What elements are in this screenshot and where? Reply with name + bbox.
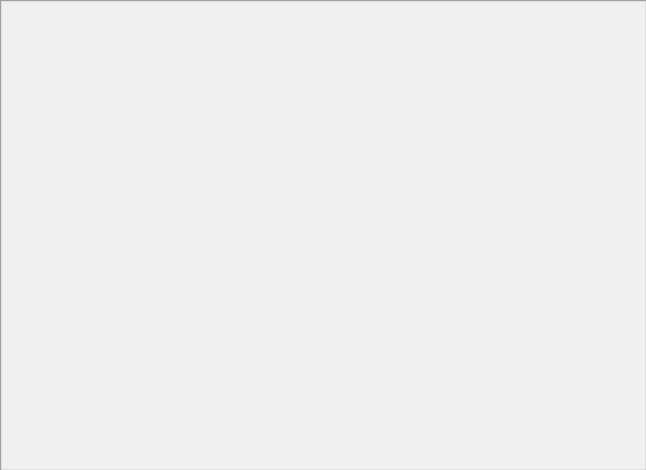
Text: Slurm: Slurm bbox=[53, 341, 86, 351]
Bar bbox=[588, 446, 636, 466]
Bar bbox=[0, 22, 646, 87]
Bar bbox=[43, 107, 383, 147]
Bar bbox=[43, 315, 383, 337]
Bar bbox=[43, 147, 383, 185]
Bar bbox=[0, 0, 646, 22]
Text: AWS Batch: AWS Batch bbox=[53, 209, 114, 219]
Text: ⌕: ⌕ bbox=[16, 30, 28, 49]
Text: Validate: Validate bbox=[393, 69, 427, 78]
Bar bbox=[0, 395, 646, 470]
Bar bbox=[47, 142, 628, 180]
Text: ✏: ✏ bbox=[208, 32, 222, 50]
Text: Grid Engine: Grid Engine bbox=[53, 231, 118, 241]
Bar bbox=[43, 87, 383, 397]
Text: ─: ─ bbox=[616, 4, 622, 14]
Text: Edit: Edit bbox=[602, 449, 622, 459]
Text: Local Machine Processes: Local Machine Processes bbox=[53, 153, 218, 166]
Text: Add Cluster
Profile ▾: Add Cluster Profile ▾ bbox=[56, 66, 105, 86]
Bar bbox=[43, 249, 383, 271]
Text: +: + bbox=[66, 25, 96, 59]
Text: HTCondor: HTCondor bbox=[53, 275, 108, 285]
Text: ?: ? bbox=[614, 31, 624, 49]
Bar bbox=[630, 87, 646, 395]
Text: HELP: HELP bbox=[609, 76, 629, 85]
Text: ✔: ✔ bbox=[401, 30, 419, 50]
Text: CLUSTERS USING MATHWORKS SCHEDULERS: CLUSTERS USING MATHWORKS SCHEDULERS bbox=[51, 90, 254, 99]
Bar bbox=[631, 89, 645, 107]
Bar bbox=[43, 293, 383, 315]
Bar bbox=[45, 89, 385, 399]
Text: determined at runtime (default): determined at runtime (default) bbox=[60, 252, 227, 262]
Text: Type: Local Machine Processes: Type: Local Machine Processes bbox=[470, 92, 630, 102]
Text: Discover
Clusters: Discover Clusters bbox=[4, 66, 40, 86]
Text: Processes: Processes bbox=[17, 125, 27, 180]
Text: Import: Import bbox=[169, 69, 197, 78]
Text: Export
▾: Export ▾ bbox=[351, 66, 379, 86]
Text: Process-based workers on the local machine: Process-based workers on the local machi… bbox=[60, 105, 292, 115]
Text: ▣: ▣ bbox=[357, 32, 373, 50]
Bar bbox=[43, 271, 383, 293]
Bar bbox=[43, 403, 383, 441]
Text: CLOUD: CLOUD bbox=[502, 76, 528, 85]
Text: HPC Server: HPC Server bbox=[53, 253, 116, 263]
Text: MATLAB Job Scheduler: MATLAB Job Scheduler bbox=[53, 113, 202, 126]
Bar bbox=[43, 381, 383, 403]
Text: 🔒 Manage Licenses & Alerts: 🔒 Manage Licenses & Alerts bbox=[442, 36, 567, 45]
Text: Torque: Torque bbox=[53, 385, 90, 395]
Bar bbox=[45, 87, 630, 395]
Text: Manually specify files and folders to copy from
client to cluster nodes (One ent: Manually specify files and folders to co… bbox=[155, 405, 399, 438]
Bar bbox=[43, 87, 383, 107]
Bar bbox=[47, 242, 628, 280]
Text: ▲: ▲ bbox=[635, 90, 641, 99]
Text: Use a MATLAB Parallel Server cluster running MATLAB Job Scheduler: Use a MATLAB Parallel Server cluster run… bbox=[53, 127, 387, 137]
Text: VALIDATE: VALIDATE bbox=[332, 76, 368, 85]
Bar bbox=[380, 403, 620, 455]
Text: ☁ Cloud Center: ☁ Cloud Center bbox=[442, 60, 514, 69]
Bar bbox=[47, 302, 628, 340]
Text: true (default): true (default) bbox=[60, 312, 130, 322]
Text: Create Cloud
Cluster: Create Cloud Cluster bbox=[110, 66, 165, 86]
Text: Cluster Profile Manager: Cluster Profile Manager bbox=[22, 4, 152, 14]
Bar bbox=[47, 187, 628, 225]
Text: Use the generic scheduler interface to support all other schedulers: Use the generic scheduler interface to s… bbox=[53, 423, 381, 433]
Text: ✕: ✕ bbox=[630, 4, 639, 14]
Text: ⊕ Set as Default: ⊕ Set as Default bbox=[305, 49, 374, 58]
Text: ↓: ↓ bbox=[175, 32, 191, 51]
Text: ❐ Duplicate: ❐ Duplicate bbox=[240, 38, 295, 47]
Text: PBS Pro: PBS Pro bbox=[53, 319, 96, 329]
Text: <none>: <none> bbox=[388, 411, 432, 421]
Text: 🗑 Delete: 🗑 Delete bbox=[240, 49, 278, 58]
Bar bbox=[0, 122, 43, 182]
Bar bbox=[43, 227, 383, 249]
Bar bbox=[43, 185, 383, 205]
Bar bbox=[47, 95, 628, 133]
Text: Help: Help bbox=[609, 69, 629, 78]
Text: Spark: Spark bbox=[53, 363, 85, 373]
Text: ✎ Rename: ✎ Rename bbox=[305, 38, 353, 47]
Bar bbox=[606, 30, 632, 52]
Bar bbox=[43, 359, 383, 381]
Text: Edit: Edit bbox=[207, 69, 223, 78]
Bar bbox=[43, 337, 383, 359]
Text: Other Third-Party Scheduler: Other Third-Party Scheduler bbox=[53, 409, 240, 422]
Text: □: □ bbox=[628, 4, 637, 14]
Text: 1 (default): 1 (default) bbox=[60, 197, 115, 207]
Text: CLUSTERS USING THIRD PARTY SCHEDULERS: CLUSTERS USING THIRD PARTY SCHEDULERS bbox=[51, 188, 253, 197]
Bar bbox=[47, 23, 115, 74]
Text: LSF: LSF bbox=[53, 297, 73, 307]
Bar bbox=[43, 205, 383, 227]
Text: 🌐 Test Cloud Connectivity: 🌐 Test Cloud Connectivity bbox=[442, 48, 557, 57]
Text: ☁: ☁ bbox=[129, 30, 147, 48]
Text: 6: 6 bbox=[60, 152, 67, 162]
Text: Use the cores on your machine: Use the cores on your machine bbox=[53, 167, 205, 177]
Bar bbox=[0, 87, 45, 470]
